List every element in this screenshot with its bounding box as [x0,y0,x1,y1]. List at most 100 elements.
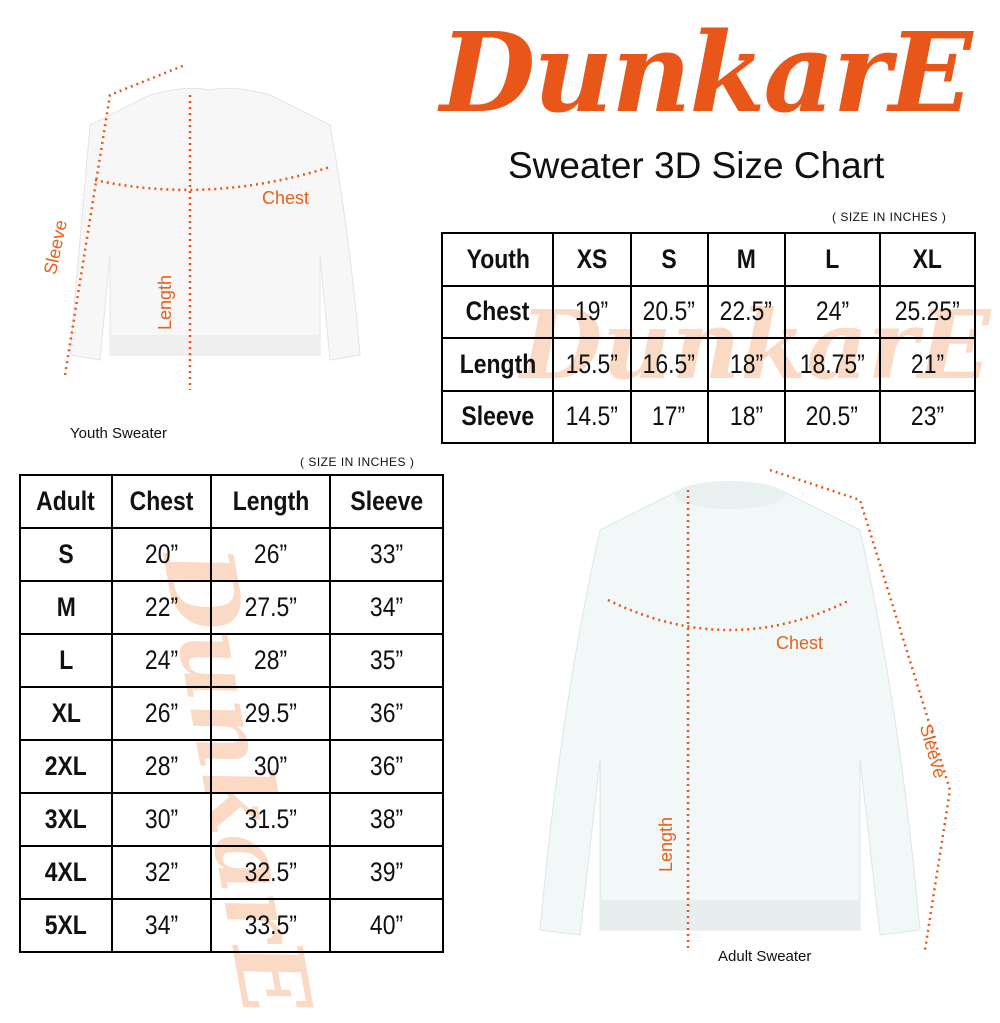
cell-text: 28” [253,645,288,675]
table-cell: 22.5” [706,284,786,339]
column-header: Sleeve [328,474,445,529]
table-cell: 28” [210,633,331,688]
column-header: XL [878,232,977,287]
cell-text: 16.5” [642,348,696,379]
cell-text: 35” [369,645,404,675]
cell-text: XL [912,243,943,274]
cell-text: 34” [144,910,178,940]
table-cell: 24” [783,284,881,339]
table-row: 4XL 32” 32.5” 39” [19,845,445,900]
table-cell: 36” [328,686,445,741]
cell-text: 24” [815,296,849,327]
column-header: Adult [19,474,113,529]
table-cell: 38” [328,792,445,847]
cell-text: Sleeve [350,486,423,516]
row-header: 4XL [19,845,113,900]
youth-chest-label: Chest [262,188,310,208]
cell-text: 20.5” [805,401,859,432]
row-header: Sleeve [440,389,555,444]
cell-text: 29.5” [244,698,297,728]
table-cell: 27.5” [210,580,331,635]
cell-text: Chest [129,486,194,516]
adult-sweater-image [539,468,952,951]
cell-text: XS [576,243,608,274]
table-cell: 16.5” [629,337,709,392]
cell-text: Sleeve [461,401,535,432]
column-header: M [706,232,786,287]
table-cell: 32.5” [210,845,331,900]
cell-text: 28” [144,751,178,781]
row-header: Chest [440,284,555,339]
column-header: S [629,232,709,287]
cell-text: 38” [369,804,404,834]
table-row: Length 15.5” 16.5” 18” 18.75” 21” [440,337,977,392]
youth-length-label: Length [155,274,175,330]
column-header: Chest [110,474,213,529]
table-row: 2XL 28” 30” 36” [19,739,445,794]
table-cell: 29.5” [210,686,331,741]
table-cell: 30” [110,792,213,847]
table-cell: 14.5” [552,389,632,444]
brand-logo: DunkarE [440,8,973,137]
column-header: L [783,232,881,287]
cell-text: 25.25” [894,296,960,327]
cell-text: 26” [144,698,178,728]
table-cell: 36” [328,739,445,794]
table-cell: 34” [328,580,445,635]
page-title: Sweater 3D Size Chart [508,145,885,186]
table-cell: 25.25” [878,284,977,339]
table-cell: 22” [110,580,213,635]
table-cell: 21” [878,337,977,392]
column-header: XS [552,232,632,287]
cell-text: 23” [910,401,944,432]
cell-text: S [58,539,74,569]
row-header: XL [19,686,113,741]
table-cell: 19” [552,284,632,339]
table-row: 3XL 30” 31.5” 38” [19,792,445,847]
cell-text: Chest [465,296,530,327]
cell-text: 36” [369,698,404,728]
table-cell: 17” [629,389,709,444]
adult-size-table: Adult Chest Length Sleeve S 20” 26” 33” M 22” 27.5… [19,474,445,953]
table-cell: 40” [328,898,445,953]
cell-text: S [661,243,677,274]
table-row: Chest 19” 20.5” 22.5” 24” 25.25” [440,284,977,339]
youth-size-table: Youth XS S M L XL Chest 19” 20.5” 22.5” 24” 25.25” L… [440,232,977,444]
row-header: M [19,580,113,635]
cell-text: Length [232,486,309,516]
table-cell: 18.75” [783,337,881,392]
table-cell: 32” [110,845,213,900]
cell-text: 32” [144,857,178,887]
table-row: L 24” 28” 35” [19,633,445,688]
cell-text: 32.5” [244,857,297,887]
cell-text: 22.5” [719,296,773,327]
table-cell: 20.5” [629,284,709,339]
table-cell: 34” [110,898,213,953]
table-cell: 24” [110,633,213,688]
cell-text: 21” [910,348,944,379]
cell-text: 30” [253,751,288,781]
cell-text: 19” [575,296,609,327]
cell-text: XL [51,698,81,728]
cell-text: 34” [369,592,404,622]
cell-text: 33” [369,539,404,569]
cell-text: 18.75” [799,348,865,379]
cell-text: M [56,592,76,622]
cell-text: 40” [369,910,404,940]
table-cell: 23” [878,389,977,444]
cell-text: Length [459,348,536,379]
table-cell: 30” [210,739,331,794]
table-cell: 31.5” [210,792,331,847]
cell-text: 39” [369,857,404,887]
table-cell: 20.5” [783,389,881,444]
cell-text: 18” [729,348,763,379]
cell-text: 31.5” [244,804,297,834]
youth-size-note: ( SIZE IN INCHES ) [832,210,947,224]
cell-text: 18” [729,401,763,432]
cell-text: 14.5” [565,401,619,432]
table-cell: 15.5” [552,337,632,392]
cell-text: Youth [466,243,530,274]
adult-length-label: Length [656,816,676,872]
table-row: 5XL 34” 33.5” 40” [19,898,445,953]
youth-sweater-image [63,63,361,390]
